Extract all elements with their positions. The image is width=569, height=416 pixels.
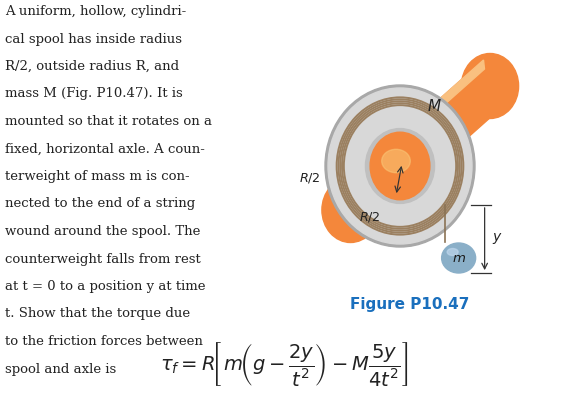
Polygon shape — [394, 60, 497, 192]
Text: $R/2$: $R/2$ — [299, 171, 320, 185]
Text: R/2, outside radius R, and: R/2, outside radius R, and — [5, 60, 179, 73]
Text: nected to the end of a string: nected to the end of a string — [5, 198, 195, 210]
Ellipse shape — [365, 129, 435, 203]
Ellipse shape — [442, 243, 476, 273]
Text: wound around the spool. The: wound around the spool. The — [5, 225, 200, 238]
Text: mounted so that it rotates on a: mounted so that it rotates on a — [5, 115, 212, 128]
Polygon shape — [394, 60, 484, 149]
Ellipse shape — [328, 88, 472, 244]
Ellipse shape — [370, 132, 430, 200]
Polygon shape — [344, 140, 406, 236]
Text: mass M (Fig. P10.47). It is: mass M (Fig. P10.47). It is — [5, 87, 183, 101]
Text: $M$: $M$ — [427, 98, 442, 114]
Text: $\tau_f = R\!\left[\,m\!\left(g - \dfrac{2y}{t^2}\right) - M\dfrac{5y}{4t^2}\rig: $\tau_f = R\!\left[\,m\!\left(g - \dfrac… — [160, 340, 408, 388]
Text: terweight of mass m is con-: terweight of mass m is con- — [5, 170, 189, 183]
Text: to the friction forces between: to the friction forces between — [5, 335, 203, 348]
Text: fixed, horizontal axle. A coun-: fixed, horizontal axle. A coun- — [5, 143, 205, 156]
Text: A uniform, hollow, cylindri-: A uniform, hollow, cylindri- — [5, 5, 186, 18]
Ellipse shape — [447, 248, 458, 255]
Text: counterweight falls from rest: counterweight falls from rest — [5, 253, 201, 265]
Ellipse shape — [461, 54, 518, 119]
Text: $R/2$: $R/2$ — [358, 210, 380, 224]
Text: t. Show that the torque due: t. Show that the torque due — [5, 307, 190, 320]
Text: spool and axle is: spool and axle is — [5, 362, 116, 376]
Polygon shape — [344, 140, 394, 192]
Text: $y$: $y$ — [492, 231, 502, 247]
Text: cal spool has inside radius: cal spool has inside radius — [5, 32, 182, 45]
Ellipse shape — [325, 85, 475, 247]
Text: at t = 0 to a position y at time: at t = 0 to a position y at time — [5, 280, 205, 293]
Ellipse shape — [322, 178, 379, 243]
Text: $m$: $m$ — [452, 252, 465, 265]
Text: Figure P10.47: Figure P10.47 — [351, 297, 469, 312]
Ellipse shape — [382, 149, 410, 173]
